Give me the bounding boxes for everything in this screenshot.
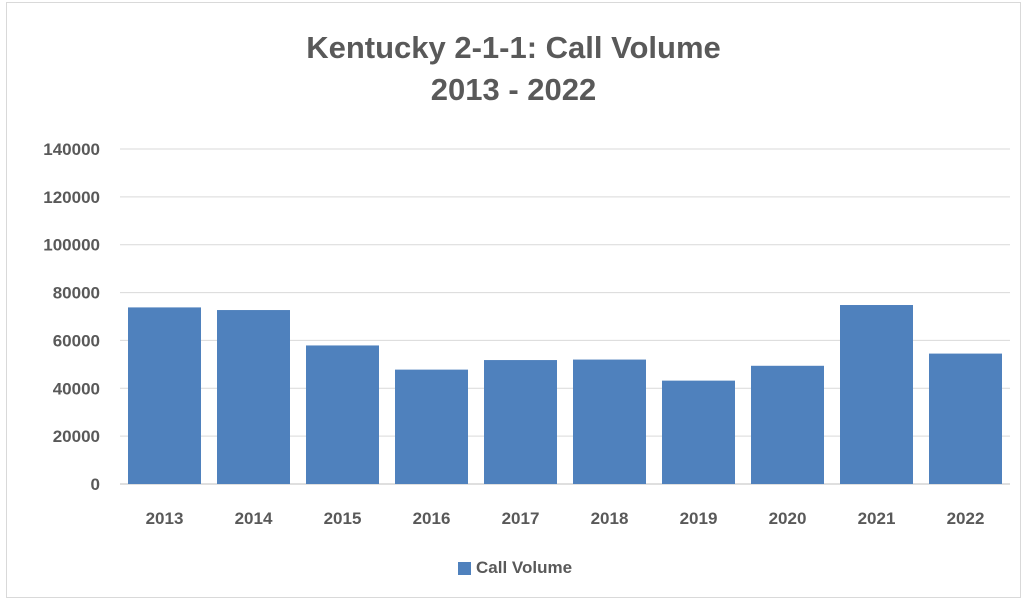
y-tick-label: 120000 — [43, 188, 100, 207]
legend-label: Call Volume — [476, 558, 572, 578]
bar — [128, 307, 201, 484]
y-tick-label: 100000 — [43, 236, 100, 255]
x-tick-label: 2022 — [947, 509, 985, 528]
bar — [751, 366, 824, 484]
y-tick-label: 60000 — [53, 331, 100, 350]
bar — [573, 360, 646, 484]
bar — [662, 381, 735, 484]
x-tick-label: 2020 — [769, 509, 807, 528]
bar — [306, 345, 379, 484]
x-tick-label: 2018 — [591, 509, 629, 528]
bar — [929, 354, 1002, 484]
y-tick-label: 140000 — [43, 140, 100, 159]
y-tick-label: 80000 — [53, 284, 100, 303]
bar — [395, 370, 468, 484]
legend-swatch — [458, 562, 471, 575]
bar — [484, 360, 557, 484]
x-tick-label: 2015 — [324, 509, 362, 528]
y-tick-label: 20000 — [53, 427, 100, 446]
x-tick-label: 2017 — [502, 509, 540, 528]
x-tick-label: 2013 — [146, 509, 184, 528]
x-tick-label: 2016 — [413, 509, 451, 528]
y-tick-label: 0 — [91, 475, 100, 494]
bar — [217, 310, 290, 484]
y-tick-label: 40000 — [53, 379, 100, 398]
legend: Call Volume — [458, 558, 572, 578]
x-tick-label: 2014 — [235, 509, 273, 528]
x-tick-label: 2021 — [858, 509, 896, 528]
bar — [840, 305, 913, 484]
x-tick-label: 2019 — [680, 509, 718, 528]
